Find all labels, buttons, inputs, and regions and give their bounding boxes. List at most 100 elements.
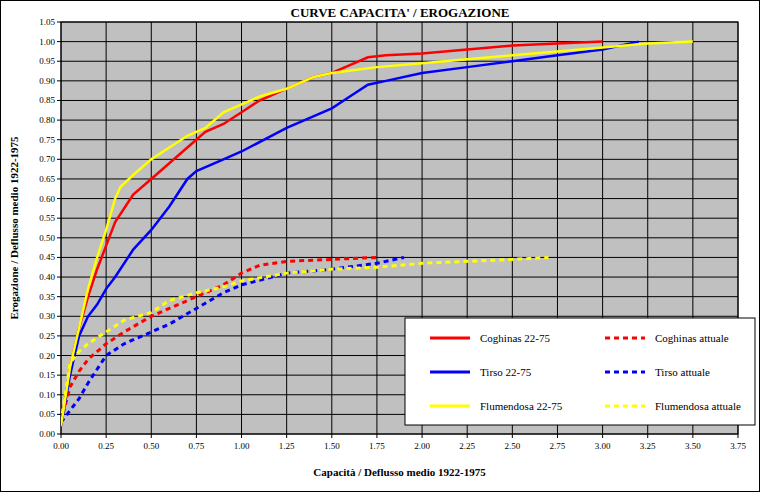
x-tick-label: 1.50: [324, 441, 340, 451]
x-tick-label: 3.25: [640, 441, 656, 451]
y-tick-label: 0.55: [39, 213, 55, 223]
y-tick-label: 0.00: [39, 429, 55, 439]
legend-swatch: [605, 405, 645, 408]
legend-label: Flumendosa 22-75: [480, 400, 563, 412]
grid-line: [61, 120, 738, 121]
legend-swatch: [430, 405, 470, 408]
series-line: [61, 42, 603, 427]
y-tick-label: 0.85: [39, 95, 55, 105]
tick: [106, 434, 107, 438]
tick: [602, 434, 603, 438]
grid-line: [286, 22, 287, 434]
y-tick-label: 0.80: [39, 115, 55, 125]
tick: [57, 296, 61, 297]
tick: [57, 61, 61, 62]
grid-line: [61, 237, 738, 238]
legend-label: Coghinas attuale: [655, 332, 729, 344]
y-tick-label: 0.05: [39, 409, 55, 419]
y-tick-label: 0.40: [39, 272, 55, 282]
grid-line: [196, 22, 197, 434]
y-tick-label: 0.50: [39, 233, 55, 243]
legend-label: Coghinas 22-75: [480, 332, 550, 344]
y-tick-label: 0.65: [39, 174, 55, 184]
grid-line: [61, 198, 738, 199]
grid-line: [331, 22, 332, 434]
grid-line: [61, 296, 738, 297]
x-tick-label: 0.25: [98, 441, 114, 451]
tick: [196, 434, 197, 438]
series-line: [61, 257, 377, 422]
plot-frame: [61, 22, 738, 434]
tick: [57, 434, 61, 435]
x-tick-label: 3.75: [730, 441, 746, 451]
y-tick-label: 0.15: [39, 370, 55, 380]
legend-label: Flumendosa attuale: [655, 400, 741, 412]
y-tick-label: 0.25: [39, 331, 55, 341]
legend-label: Tirso attuale: [655, 366, 710, 378]
chart-border: [1, 1, 760, 492]
title: CURVE CAPACITA' / EROGAZIONE: [291, 5, 510, 20]
y-tick-label: 0.70: [39, 154, 55, 164]
tick: [57, 414, 61, 415]
y-tick-label: 0.95: [39, 56, 55, 66]
grid-line: [61, 159, 738, 160]
x-tick-label: 2.25: [459, 441, 475, 451]
tick: [57, 41, 61, 42]
tick: [512, 434, 513, 438]
grid-line: [61, 139, 738, 140]
y-tick-label: 0.35: [39, 292, 55, 302]
legend-swatch: [430, 337, 470, 340]
tick: [241, 434, 242, 438]
y-tick-label: 1.00: [39, 37, 55, 47]
tick: [57, 218, 61, 219]
tick: [286, 434, 287, 438]
tick: [57, 335, 61, 336]
y-tick-label: 0.75: [39, 135, 55, 145]
y-tick-label: 1.05: [39, 17, 55, 27]
tick: [57, 375, 61, 376]
grid-line: [61, 218, 738, 219]
grid-line: [61, 100, 738, 101]
y-tick-label: 0.45: [39, 252, 55, 262]
tick: [57, 394, 61, 395]
tick: [557, 434, 558, 438]
grid-line: [61, 277, 738, 278]
y-tick-label: 0.30: [39, 311, 55, 321]
tick: [57, 316, 61, 317]
tick: [331, 434, 332, 438]
tick: [61, 434, 62, 438]
y-axis-label: Erogazione / Deflusso medio 1922-1975: [8, 136, 20, 320]
tick: [57, 139, 61, 140]
grid-line: [61, 61, 738, 62]
x-tick-label: 0.00: [53, 441, 69, 451]
tick: [57, 257, 61, 258]
x-tick-label: 0.75: [189, 441, 205, 451]
legend-swatch: [605, 337, 645, 340]
tick: [376, 434, 377, 438]
x-tick-label: 1.00: [234, 441, 250, 451]
legend-swatch: [605, 371, 645, 374]
grid-line: [61, 257, 738, 258]
x-tick-label: 2.50: [504, 441, 520, 451]
x-tick-label: 1.75: [369, 441, 385, 451]
tick: [57, 100, 61, 101]
tick: [57, 22, 61, 23]
plot-area: [61, 22, 738, 434]
tick: [57, 277, 61, 278]
tick: [151, 434, 152, 438]
x-axis-label: Capacità / Deflusso medio 1922-1975: [313, 466, 486, 478]
grid-line: [61, 178, 738, 179]
y-tick-label: 0.10: [39, 390, 55, 400]
tick: [647, 434, 648, 438]
legend-box: [405, 318, 755, 425]
tick: [57, 159, 61, 160]
legend-label: Tirso 22-75: [480, 366, 532, 378]
chart: 0.000.250.500.751.001.251.501.752.002.25…: [0, 0, 760, 492]
tick: [738, 434, 739, 438]
y-tick-label: 0.90: [39, 76, 55, 86]
grid-line: [241, 22, 242, 434]
x-tick-label: 2.75: [550, 441, 566, 451]
y-tick-label: 0.20: [39, 351, 55, 361]
x-tick-label: 3.50: [685, 441, 701, 451]
tick: [57, 355, 61, 356]
